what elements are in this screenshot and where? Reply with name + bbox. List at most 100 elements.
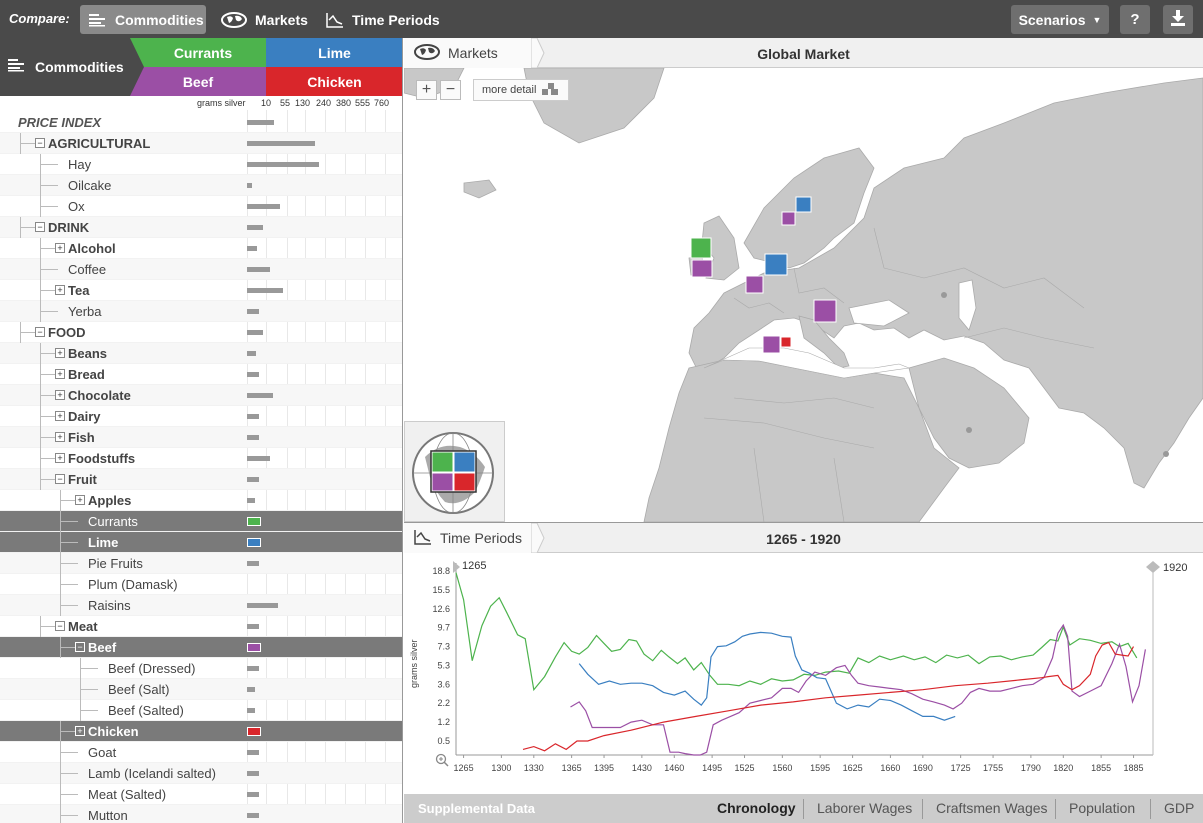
tree-row-label: Beef (Salted) <box>108 703 184 718</box>
expand-toggle[interactable]: + <box>55 453 65 463</box>
tab-time-periods[interactable]: Time Periods <box>317 5 449 34</box>
tree-row[interactable]: Yerba <box>0 301 402 322</box>
tree-row[interactable]: Lime <box>0 532 402 553</box>
price-bar <box>247 687 256 692</box>
tree-row[interactable]: Hay <box>0 154 402 175</box>
tree-row[interactable]: Plum (Damask) <box>0 574 402 595</box>
tab-craftsmen-wages[interactable]: Craftsmen Wages <box>936 800 1048 816</box>
expand-toggle[interactable]: + <box>55 348 65 358</box>
tree-row[interactable]: Beef (Salt) <box>0 679 402 700</box>
expand-toggle[interactable]: + <box>55 411 65 421</box>
tree-row[interactable]: + Bread <box>0 364 402 385</box>
tree-row[interactable]: Oilcake <box>0 175 402 196</box>
tree-line <box>60 815 78 816</box>
tab-population[interactable]: Population <box>1069 800 1136 816</box>
x-tick-label: 1330 <box>524 763 544 773</box>
tab-chronology[interactable]: Chronology <box>717 800 796 816</box>
expand-toggle[interactable]: + <box>55 285 65 295</box>
expand-toggle[interactable]: + <box>75 726 85 736</box>
tree-row[interactable]: − Fruit <box>0 469 402 490</box>
market-marker-beef <box>781 211 796 226</box>
tree-row[interactable]: + Fish <box>0 427 402 448</box>
tree-row-label: Beef (Dressed) <box>108 661 196 676</box>
landmass-iceland <box>463 179 497 199</box>
expand-toggle[interactable]: + <box>55 369 65 379</box>
line-chart-icon <box>326 12 344 28</box>
x-tick-label: 1885 <box>1124 763 1144 773</box>
markets-tab[interactable]: Markets <box>404 38 537 68</box>
tree-row[interactable]: − AGRICULTURAL <box>0 133 402 154</box>
legend-currants[interactable]: Currants <box>173 44 233 61</box>
zoom-in-button[interactable]: + <box>416 80 437 100</box>
collapse-toggle[interactable]: − <box>35 138 45 148</box>
tree-row[interactable]: + Dairy <box>0 406 402 427</box>
tab-markets[interactable]: Markets <box>212 5 317 34</box>
expand-toggle[interactable]: + <box>55 432 65 442</box>
tree-row-label: Raisins <box>88 598 131 613</box>
world-map[interactable] <box>404 68 1203 522</box>
price-chart[interactable]: 18.8 15.5 12.6 9.7 7.3 5.3 3.6 2.2 1.2 0.5 grams s… <box>404 553 1203 795</box>
tree-line <box>40 206 58 207</box>
tree-line <box>40 437 58 438</box>
x-tick-label: 1560 <box>772 763 792 773</box>
tree-row[interactable]: + Alcohol <box>0 238 402 259</box>
expand-toggle[interactable]: + <box>55 390 65 400</box>
tree-row[interactable]: + Beans <box>0 343 402 364</box>
expand-toggle[interactable]: + <box>75 495 85 505</box>
tree-row[interactable]: Beef (Salted) <box>0 700 402 721</box>
markets-title: Global Market <box>757 46 850 62</box>
legend-beef[interactable]: Beef <box>182 73 214 90</box>
time-periods-tab[interactable]: Time Periods <box>404 523 537 553</box>
zoom-out-button[interactable]: − <box>440 80 461 100</box>
tab-commodities[interactable]: Commodities <box>80 5 206 34</box>
compare-label: Compare: <box>9 11 70 26</box>
collapse-toggle[interactable]: − <box>55 621 65 631</box>
x-tick-label: 1300 <box>491 763 511 773</box>
legend-lime[interactable]: Lime <box>318 44 351 61</box>
tree-row[interactable]: Raisins <box>0 595 402 616</box>
scenarios-dropdown[interactable]: Scenarios ▼ <box>1011 5 1109 34</box>
tab-arrow <box>531 38 545 68</box>
tree-row[interactable]: Pie Fruits <box>0 553 402 574</box>
tree-row[interactable]: Goat <box>0 742 402 763</box>
landmass-italy <box>798 315 850 369</box>
x-tick-label: 1755 <box>983 763 1003 773</box>
tree-row[interactable]: Currants <box>0 511 402 532</box>
tree-row[interactable]: − DRINK <box>0 217 402 238</box>
tree-row[interactable]: + Foodstuffs <box>0 448 402 469</box>
tree-row[interactable]: Mutton <box>0 805 402 823</box>
zoom-icon[interactable] <box>435 753 449 767</box>
tab-gdp[interactable]: GDP <box>1164 800 1195 816</box>
collapse-toggle[interactable]: − <box>35 327 45 337</box>
download-button[interactable] <box>1163 5 1193 34</box>
tree-row[interactable]: Beef (Dressed) <box>0 658 402 679</box>
expand-toggle[interactable]: + <box>55 243 65 253</box>
tree-row[interactable]: PRICE INDEX <box>0 112 402 133</box>
tree-row[interactable]: Coffee <box>0 259 402 280</box>
tree-row[interactable]: − Meat <box>0 616 402 637</box>
price-scale: grams silver 10 55 130 240 380 555 760 <box>0 96 402 110</box>
tree-line <box>60 647 78 648</box>
price-bar <box>247 120 274 125</box>
legend-chicken[interactable]: Chicken <box>307 73 362 90</box>
x-tick-label: 1595 <box>810 763 830 773</box>
tree-row[interactable]: + Chicken <box>0 721 402 742</box>
collapse-toggle[interactable]: − <box>35 222 45 232</box>
tree-row[interactable]: + Chocolate <box>0 385 402 406</box>
tree-row[interactable]: Meat (Salted) <box>0 784 402 805</box>
x-tick-label: 1660 <box>880 763 900 773</box>
tree-line <box>40 416 58 417</box>
globe-overview[interactable] <box>404 421 505 522</box>
tree-row[interactable]: Lamb (Icelandi salted) <box>0 763 402 784</box>
collapse-toggle[interactable]: − <box>55 474 65 484</box>
tree-row[interactable]: + Tea <box>0 280 402 301</box>
tree-line <box>40 185 58 186</box>
help-button[interactable]: ? <box>1120 5 1150 34</box>
tab-laborer-wages[interactable]: Laborer Wages <box>817 800 913 816</box>
tree-row[interactable]: − FOOD <box>0 322 402 343</box>
tree-row[interactable]: − Beef <box>0 637 402 658</box>
collapse-toggle[interactable]: − <box>75 642 85 652</box>
more-detail-button[interactable]: more detail <box>473 79 569 101</box>
tree-row[interactable]: + Apples <box>0 490 402 511</box>
tree-row[interactable]: Ox <box>0 196 402 217</box>
